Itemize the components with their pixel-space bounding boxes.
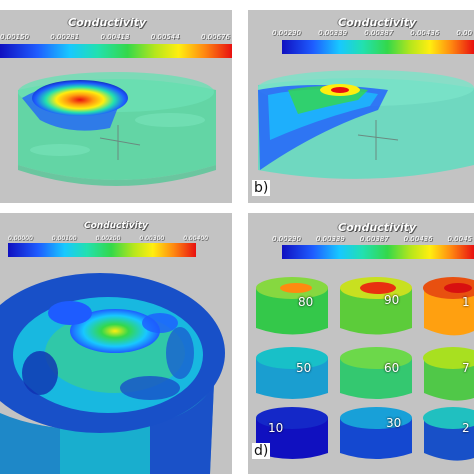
tick-label: 0.00290: [272, 29, 301, 37]
sample-number: 10: [268, 421, 284, 435]
sample-number: 7: [462, 361, 470, 375]
tick-label: 0.00676: [201, 33, 230, 41]
panel-label-d: d): [252, 443, 271, 459]
colorbar: [282, 245, 474, 259]
tick-label: 0.00281: [50, 33, 80, 41]
colorbar-ticks: 0.00000 0.00100 0.00200 0.00300 0.00400: [8, 235, 208, 242]
tick-label: 0.00339: [318, 29, 348, 37]
tick-label: 0.00300: [139, 235, 165, 242]
colorbar-ticks: 0.00290 0.00339 0.00387 0.00436 0.0045: [272, 235, 472, 243]
panel-a: Conductivity 0.00150 0.00281 0.00413 0.0…: [0, 10, 232, 203]
sample-number: 80: [298, 295, 314, 309]
panel-c: Conductivity 0.00000 0.00100 0.00200 0.0…: [0, 213, 232, 474]
colorbar-title: Conductivity: [68, 16, 147, 29]
sample-number: 30: [386, 416, 402, 430]
tick-label: 0.00544: [150, 33, 180, 41]
tick-label: 0.00413: [100, 33, 130, 41]
tick-label: 0.00100: [51, 235, 77, 242]
panel-a-render: [18, 72, 216, 186]
colorbar-ticks: 0.00150 0.00281 0.00413 0.00544 0.00676: [0, 33, 230, 41]
colorbar-title: Conductivity: [84, 221, 148, 231]
tick-label: 0.00387: [364, 29, 394, 37]
panel-c-render: [0, 273, 225, 474]
sample-number: 60: [384, 361, 400, 375]
colorbar-ticks: 0.00290 0.00339 0.00387 0.00436 0.00: [272, 29, 472, 37]
colorbar: [0, 44, 232, 58]
tick-label: 0.00339: [315, 235, 345, 243]
colorbar: [8, 243, 196, 257]
sample-number: 2: [462, 421, 470, 435]
tick-label: 0.00: [456, 29, 472, 37]
tick-label: 0.00436: [410, 29, 440, 37]
tick-label: 0.00436: [403, 235, 433, 243]
tick-label: 0.00150: [0, 33, 29, 41]
panel-d-render: [256, 277, 474, 461]
tick-label: 0.00400: [183, 235, 208, 242]
colorbar: [282, 40, 474, 54]
tick-label: 0.00290: [272, 235, 301, 243]
tick-label: 0.00200: [95, 235, 121, 242]
sample-number: 50: [296, 361, 312, 375]
colorbar-title: Conductivity: [338, 221, 417, 234]
panel-b: Conductivity 0.00290 0.00339 0.00387 0.0…: [248, 10, 474, 203]
sample-number: 90: [384, 293, 400, 307]
tick-label: 0.00387: [359, 235, 389, 243]
panel-d: Conductivity 0.00290 0.00339 0.00387 0.0…: [248, 213, 474, 474]
panel-label-b: b): [252, 180, 271, 196]
tick-label: 0.00000: [8, 235, 33, 242]
sample-number: 1: [462, 295, 470, 309]
panel-b-render: [258, 70, 474, 179]
colorbar-title: Conductivity: [338, 16, 417, 29]
tick-label: 0.0045: [447, 235, 473, 243]
